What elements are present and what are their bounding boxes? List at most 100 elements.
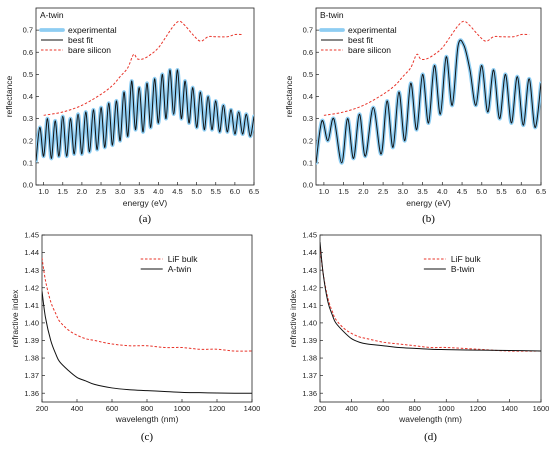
y-tick-label: 1.39 (302, 336, 317, 345)
legend-label: bare silicon (348, 45, 391, 55)
y-tick-label: 0.2 (23, 136, 33, 145)
y-tick-label: 0.0 (303, 181, 313, 190)
y-tick-label: 0.4 (23, 92, 33, 101)
y-tick-label: 1.43 (302, 266, 317, 275)
y-tick-label: 1.36 (24, 389, 39, 398)
y-tick-label: 0.4 (303, 92, 313, 101)
legend-label: experimental (348, 25, 397, 35)
legend-label: B-twin (451, 264, 475, 274)
y-tick-label: 1.37 (24, 371, 39, 380)
y-tick-label: 1.42 (302, 283, 317, 292)
panel-caption: (d) (424, 431, 437, 443)
y-tick-label: 1.39 (24, 336, 39, 345)
y-tick-label: 1.41 (24, 301, 39, 310)
chart-panel-b: 1.0 1.5 2.0 2.5 3.0 3.5 4.0 4.5 5.0 5.5 6.0 6.5 0.0 0… (284, 7, 546, 225)
y-tick-label: 0.6 (23, 48, 33, 57)
y-tick-label: 1.44 (24, 248, 39, 257)
panel-caption: (b) (422, 213, 435, 225)
x-tick-label: 3.0 (115, 187, 125, 196)
x-tick-label: 1200 (209, 404, 226, 413)
y-tick-label: 1.38 (302, 354, 317, 363)
series-line-lif-bulk (320, 247, 541, 352)
chart-panel-d: 200 400 600 800 1000 1200 1400 1600 1.36 1.37 1.38… (288, 231, 549, 443)
x-tick-label: 4.5 (172, 187, 182, 196)
series-line-best-fit (36, 69, 254, 161)
plot-frame (319, 234, 542, 403)
panel-title: B-twin (320, 10, 344, 20)
x-tick-label: 6.0 (230, 187, 240, 196)
x-tick-label: 3.0 (398, 187, 408, 196)
x-tick-label: 6.5 (536, 187, 546, 196)
series-line-a-twin (42, 291, 252, 394)
x-tick-label: 200 (314, 404, 327, 413)
chart-panel-c: 200 400 600 800 1000 1200 1400 1.36 1.37 1.38 1.39… (10, 231, 260, 443)
x-tick-label: 400 (71, 404, 84, 413)
y-tick-label: 0.7 (303, 26, 313, 35)
y-axis-label: reflectance (284, 75, 294, 117)
y-tick-label: 0.1 (303, 158, 313, 167)
series-line-b-twin (320, 241, 541, 352)
y-tick-label: 1.36 (302, 389, 317, 398)
y-axis-label: reflectance (4, 75, 14, 117)
panel-caption: (a) (139, 213, 152, 225)
y-tick-label: 0.5 (303, 70, 313, 79)
x-tick-label: 1.0 (38, 187, 48, 196)
x-tick-label: 5.5 (496, 187, 506, 196)
legend-label: LiF bulk (451, 254, 482, 264)
legend-label: bare silicon (68, 45, 111, 55)
y-tick-label: 0.6 (303, 48, 313, 57)
x-tick-label: 1.5 (338, 187, 348, 196)
x-tick-label: 200 (36, 404, 49, 413)
x-tick-label: 6.5 (249, 187, 259, 196)
legend-label: experimental (68, 25, 117, 35)
y-tick-label: 1.41 (302, 301, 317, 310)
x-tick-label: 3.5 (134, 187, 144, 196)
x-tick-label: 1.0 (319, 187, 329, 196)
y-tick-label: 1.45 (24, 231, 39, 240)
panel-title: A-twin (40, 10, 64, 20)
series-line-best-fit (316, 39, 541, 164)
y-tick-label: 0.3 (303, 114, 313, 123)
y-axis-label: refractive index (10, 289, 20, 347)
y-tick-label: 1.44 (302, 248, 317, 257)
series-line-lif-bulk (42, 257, 252, 352)
x-tick-label: 4.0 (153, 187, 163, 196)
legend-label: best fit (348, 35, 374, 45)
y-tick-label: 0.5 (23, 70, 33, 79)
y-tick-label: 1.43 (24, 266, 39, 275)
x-tick-label: 1.5 (58, 187, 68, 196)
x-axis-label: energy (eV) (406, 198, 451, 208)
y-tick-label: 1.45 (302, 231, 317, 240)
x-axis-label: wavelength (nm) (115, 414, 179, 424)
panel-caption: (c) (141, 431, 154, 443)
y-tick-label: 1.40 (302, 318, 317, 327)
y-axis-label: refractive index (288, 289, 298, 347)
y-tick-label: 0.3 (23, 114, 33, 123)
x-tick-label: 1400 (501, 404, 518, 413)
x-tick-label: 4.5 (457, 187, 467, 196)
y-tick-label: 0.2 (303, 136, 313, 145)
x-tick-label: 5.0 (477, 187, 487, 196)
legend-label: LiF bulk (168, 254, 199, 264)
x-axis-label: energy (eV) (123, 198, 168, 208)
plot-frame (41, 234, 253, 403)
x-tick-label: 800 (141, 404, 154, 413)
x-tick-label: 2.5 (96, 187, 106, 196)
x-tick-label: 1200 (470, 404, 487, 413)
x-tick-label: 1600 (533, 404, 550, 413)
x-tick-label: 1400 (244, 404, 261, 413)
x-tick-label: 2.0 (77, 187, 87, 196)
y-tick-label: 1.37 (302, 371, 317, 380)
legend-label: best fit (68, 35, 94, 45)
x-tick-label: 5.5 (211, 187, 221, 196)
y-tick-label: 0.0 (23, 181, 33, 190)
x-axis-label: wavelength (nm) (398, 414, 462, 424)
x-tick-label: 4.0 (437, 187, 447, 196)
x-tick-label: 600 (377, 404, 390, 413)
x-tick-label: 2.5 (378, 187, 388, 196)
